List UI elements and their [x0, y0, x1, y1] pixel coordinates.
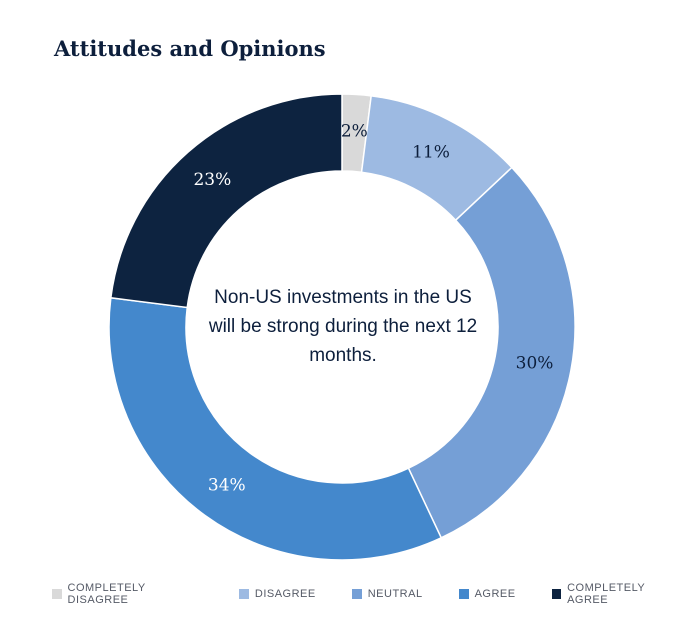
donut-data-labels: 2% 11% 30% 34% 23%: [193, 121, 553, 495]
chart-title: Attitudes and Opinions: [54, 36, 326, 61]
legend-item-disagree: DISAGREE: [238, 588, 316, 600]
donut-data-label: 11%: [412, 142, 450, 162]
legend-swatch: [458, 589, 469, 599]
legend-swatch: [351, 589, 362, 599]
legend-label: AGREE: [474, 588, 516, 600]
legend-item-agree: AGREE: [458, 588, 516, 600]
donut-slices: [108, 93, 576, 561]
donut-data-label: 23%: [193, 170, 231, 190]
legend-label: COMPLETELY DISAGREE: [67, 582, 146, 606]
donut-center-text: Non-US investments in the US will be str…: [208, 287, 478, 366]
legend-item-neutral: NEUTRAL: [351, 588, 423, 600]
donut-data-label: 30%: [516, 354, 554, 374]
legend-label: COMPLETELY AGREE: [567, 582, 646, 606]
legend-swatch: [52, 589, 62, 599]
donut-data-label: 34%: [208, 476, 246, 496]
chart-legend: COMPLETELY DISAGREE DISAGREE NEUTRAL AGR…: [52, 582, 683, 606]
donut-slice-completely-agree: [109, 93, 343, 309]
donut-slice-agree: [108, 296, 443, 561]
legend-item-completely-agree: COMPLETELY AGREE: [551, 582, 683, 606]
legend-label: DISAGREE: [254, 588, 316, 600]
legend-swatch: [551, 589, 562, 599]
legend-label: NEUTRAL: [367, 588, 423, 600]
legend-swatch: [238, 589, 249, 599]
legend-item-completely-disagree: COMPLETELY DISAGREE: [52, 582, 203, 606]
donut-slice-neutral: [407, 166, 576, 539]
donut-data-label: 2%: [341, 121, 368, 141]
